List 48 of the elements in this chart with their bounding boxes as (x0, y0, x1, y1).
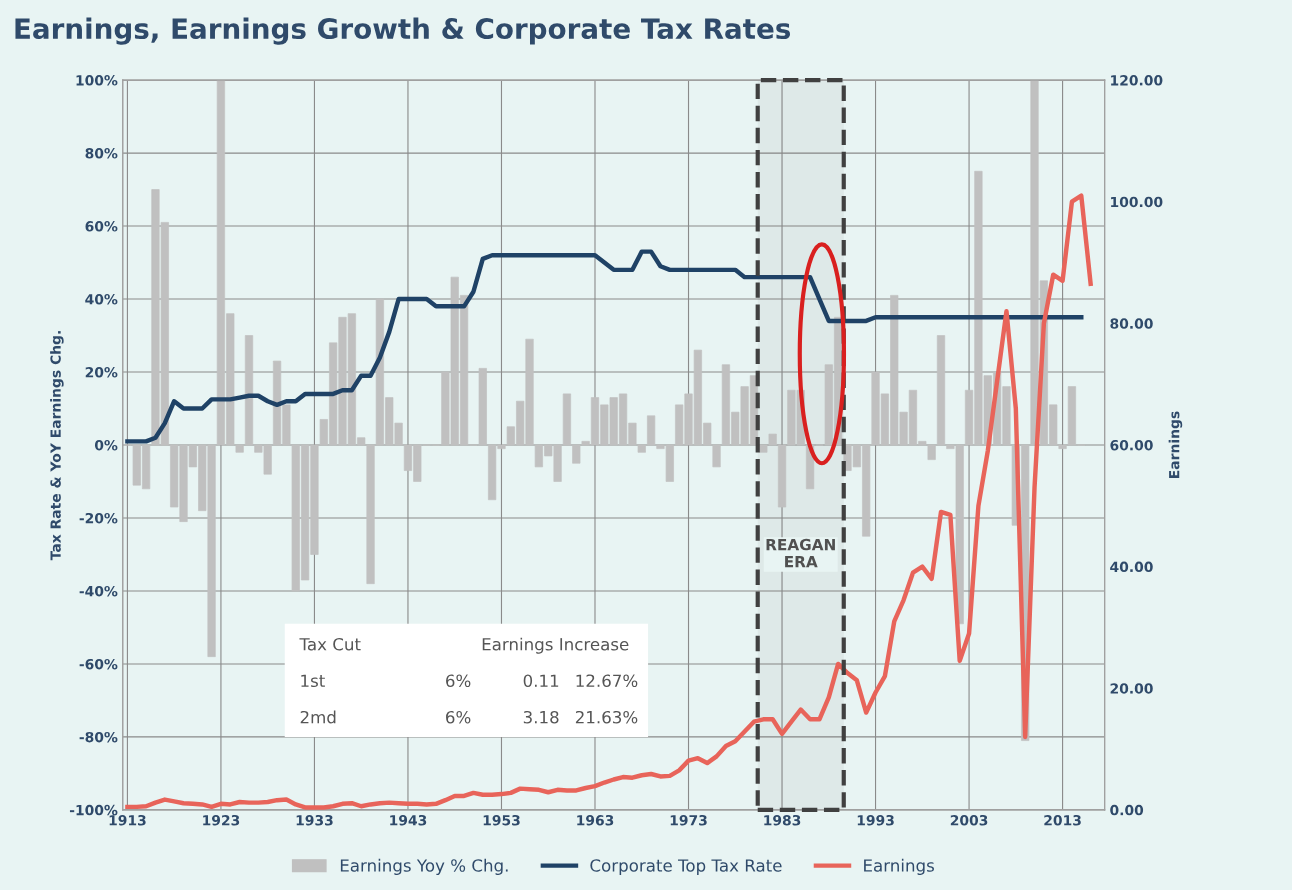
annotation: 0.11 (523, 674, 559, 688)
y2-tick-label: 20.00 (1110, 683, 1153, 694)
y2-tick-label: 100.00 (1111, 196, 1163, 208)
y-axis-title: Tax Rate & YoY Earnings Chg. (50, 331, 64, 561)
legend-label: Earnings Yoy % Chg. (340, 858, 508, 875)
y-tick-label: 60% (85, 221, 118, 232)
y-tick-label: 20% (85, 366, 118, 378)
y2-tick-label: 120.00 (1111, 75, 1163, 86)
x-tick-label: 1933 (296, 815, 333, 826)
x-tick-label: 1983 (764, 815, 801, 826)
x-tick-label: 1993 (857, 815, 894, 826)
y-tick-label: -80% (79, 731, 118, 743)
x-tick-label: 1963 (577, 815, 614, 826)
annotation: 21.63% (575, 710, 638, 724)
y-tick-label: -100% (69, 804, 118, 816)
line-series (125, 193, 1093, 810)
y-tick-label: 40% (85, 294, 118, 305)
x-tick-label: 1973 (670, 815, 707, 826)
x-tick-label: 2003 (950, 815, 988, 826)
y-tick-label: 0% (94, 439, 118, 451)
y-tick-label: 100% (76, 75, 118, 86)
annotation: 3.18 (523, 710, 559, 724)
chart-title: Earnings, Earnings Growth & Corporate Tax Rates (15, 17, 791, 45)
x-tick-label: 2013 (1044, 815, 1081, 826)
y2-tick-label: 40.00 (1110, 561, 1153, 573)
y2-tick-label: 60.00 (1110, 439, 1153, 451)
line-series (125, 249, 1084, 444)
y-tick-label: 80% (85, 148, 118, 159)
band-label: REAGAN ERA (766, 538, 835, 568)
annotation: Tax Cut (299, 637, 361, 651)
annotation: 6% (446, 674, 471, 688)
legend-label: Earnings (864, 858, 934, 875)
y2-tick-label: 0.00 (1110, 804, 1144, 816)
annotation: 1st (301, 674, 325, 688)
annotation: 2md (300, 710, 336, 724)
y-tick-label: -60% (79, 658, 118, 670)
y2-tick-label: 80.00 (1110, 318, 1153, 329)
annotation: Earnings Increase (482, 637, 629, 654)
annotation: 12.67% (576, 674, 638, 688)
x-tick-label: 1923 (203, 815, 240, 826)
x-tick-label: 1953 (483, 815, 520, 826)
legend-label: Corporate Top Tax Rate (590, 859, 782, 875)
y-tick-label: -40% (79, 585, 118, 597)
x-tick-label: 1913 (109, 815, 146, 826)
y2-axis-title: Earnings (1168, 411, 1183, 478)
x-tick-label: 1943 (390, 815, 427, 826)
y-tick-label: -20% (79, 512, 118, 524)
annotation: 6% (446, 710, 471, 724)
